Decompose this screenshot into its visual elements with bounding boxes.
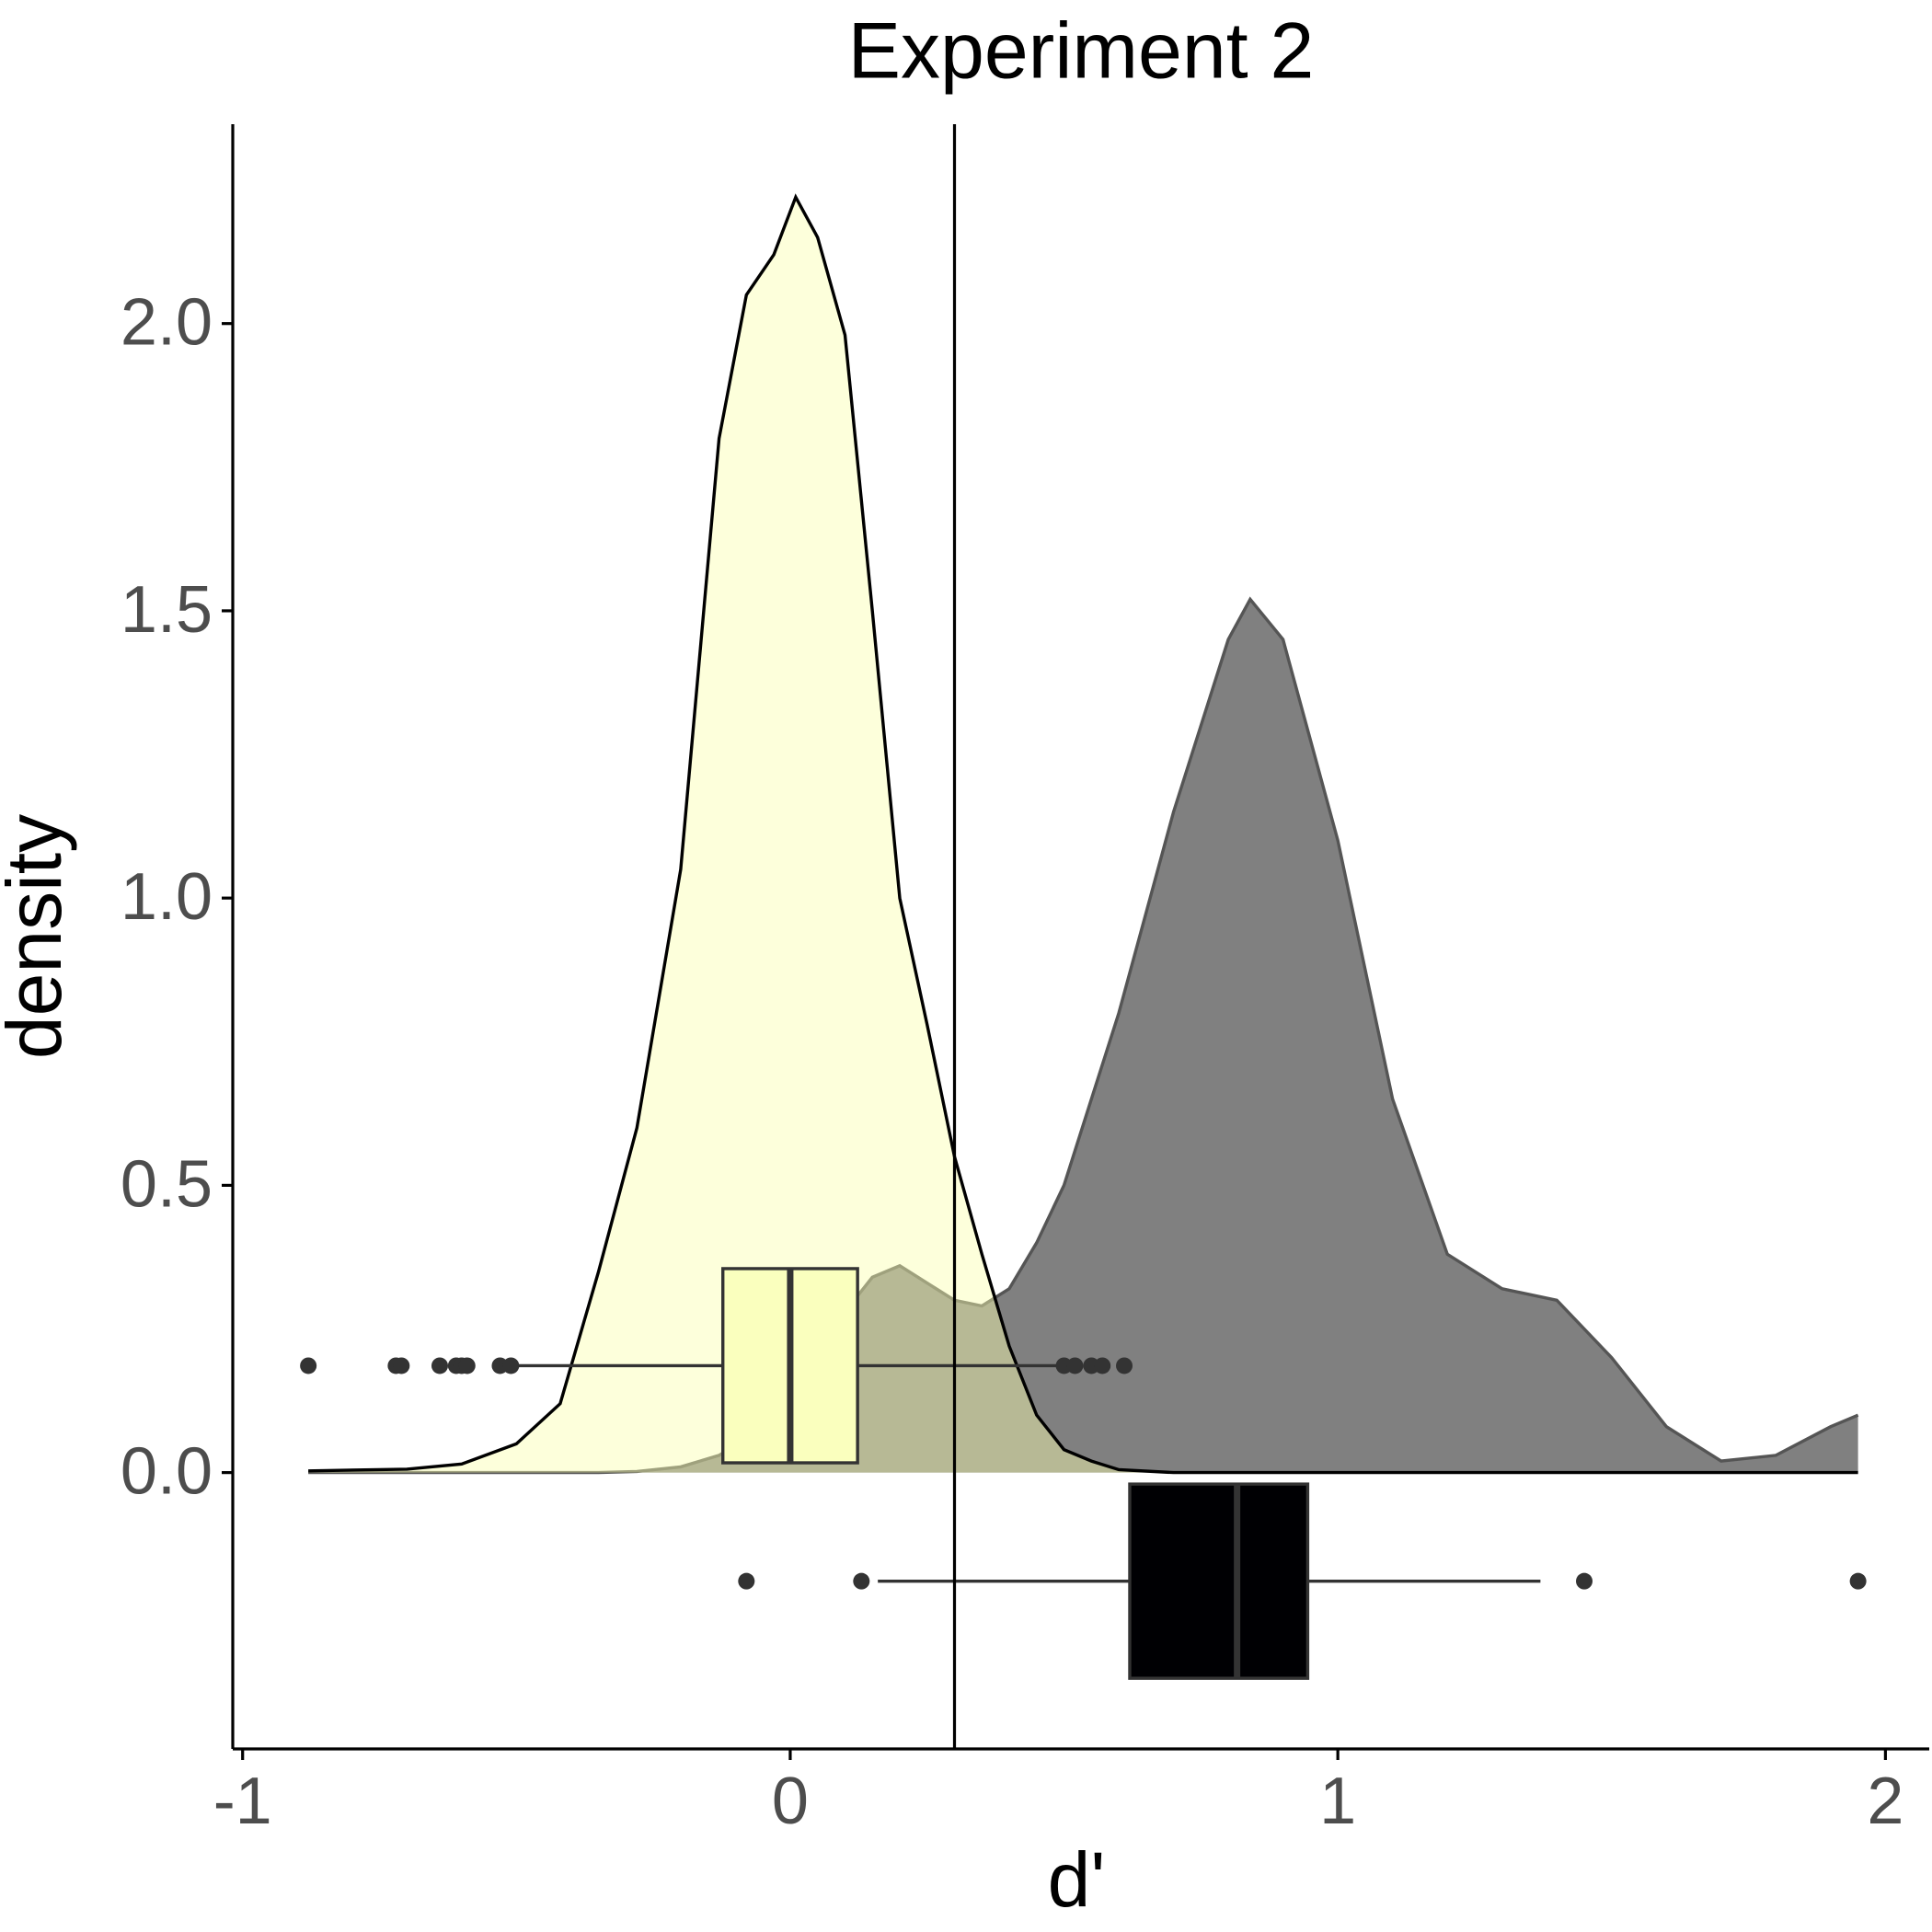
x-tick-label: 2 xyxy=(1867,1765,1903,1838)
outlier xyxy=(853,1572,870,1590)
density-line xyxy=(308,193,1858,1475)
x-tick-label: 0 xyxy=(772,1765,809,1838)
x-tick-label: -1 xyxy=(213,1765,272,1838)
outlier xyxy=(738,1572,755,1590)
outlier xyxy=(1849,1572,1867,1590)
outlier xyxy=(1094,1357,1111,1374)
outlier xyxy=(393,1357,410,1374)
density-line xyxy=(308,596,1859,1475)
outlier xyxy=(1066,1357,1084,1374)
density-area xyxy=(308,599,1858,1473)
x-axis-title: d' xyxy=(1048,1836,1106,1923)
y-tick-label: 1.0 xyxy=(121,860,213,934)
chart-title: Experiment 2 xyxy=(848,7,1315,96)
outlier xyxy=(431,1357,448,1374)
density-area xyxy=(308,197,1858,1473)
outlier xyxy=(502,1357,520,1374)
outlier xyxy=(1116,1357,1133,1374)
y-tick-label: 2.0 xyxy=(121,286,213,360)
outlier xyxy=(1576,1572,1593,1590)
y-tick-label: 1.5 xyxy=(121,573,213,647)
y-tick-label: 0.0 xyxy=(121,1435,213,1509)
outlier xyxy=(458,1357,476,1374)
box xyxy=(1128,1482,1310,1680)
x-tick-label: 1 xyxy=(1319,1765,1356,1838)
y-axis-title: density xyxy=(0,814,77,1059)
outlier xyxy=(300,1357,317,1374)
y-tick-label: 0.5 xyxy=(121,1147,213,1221)
